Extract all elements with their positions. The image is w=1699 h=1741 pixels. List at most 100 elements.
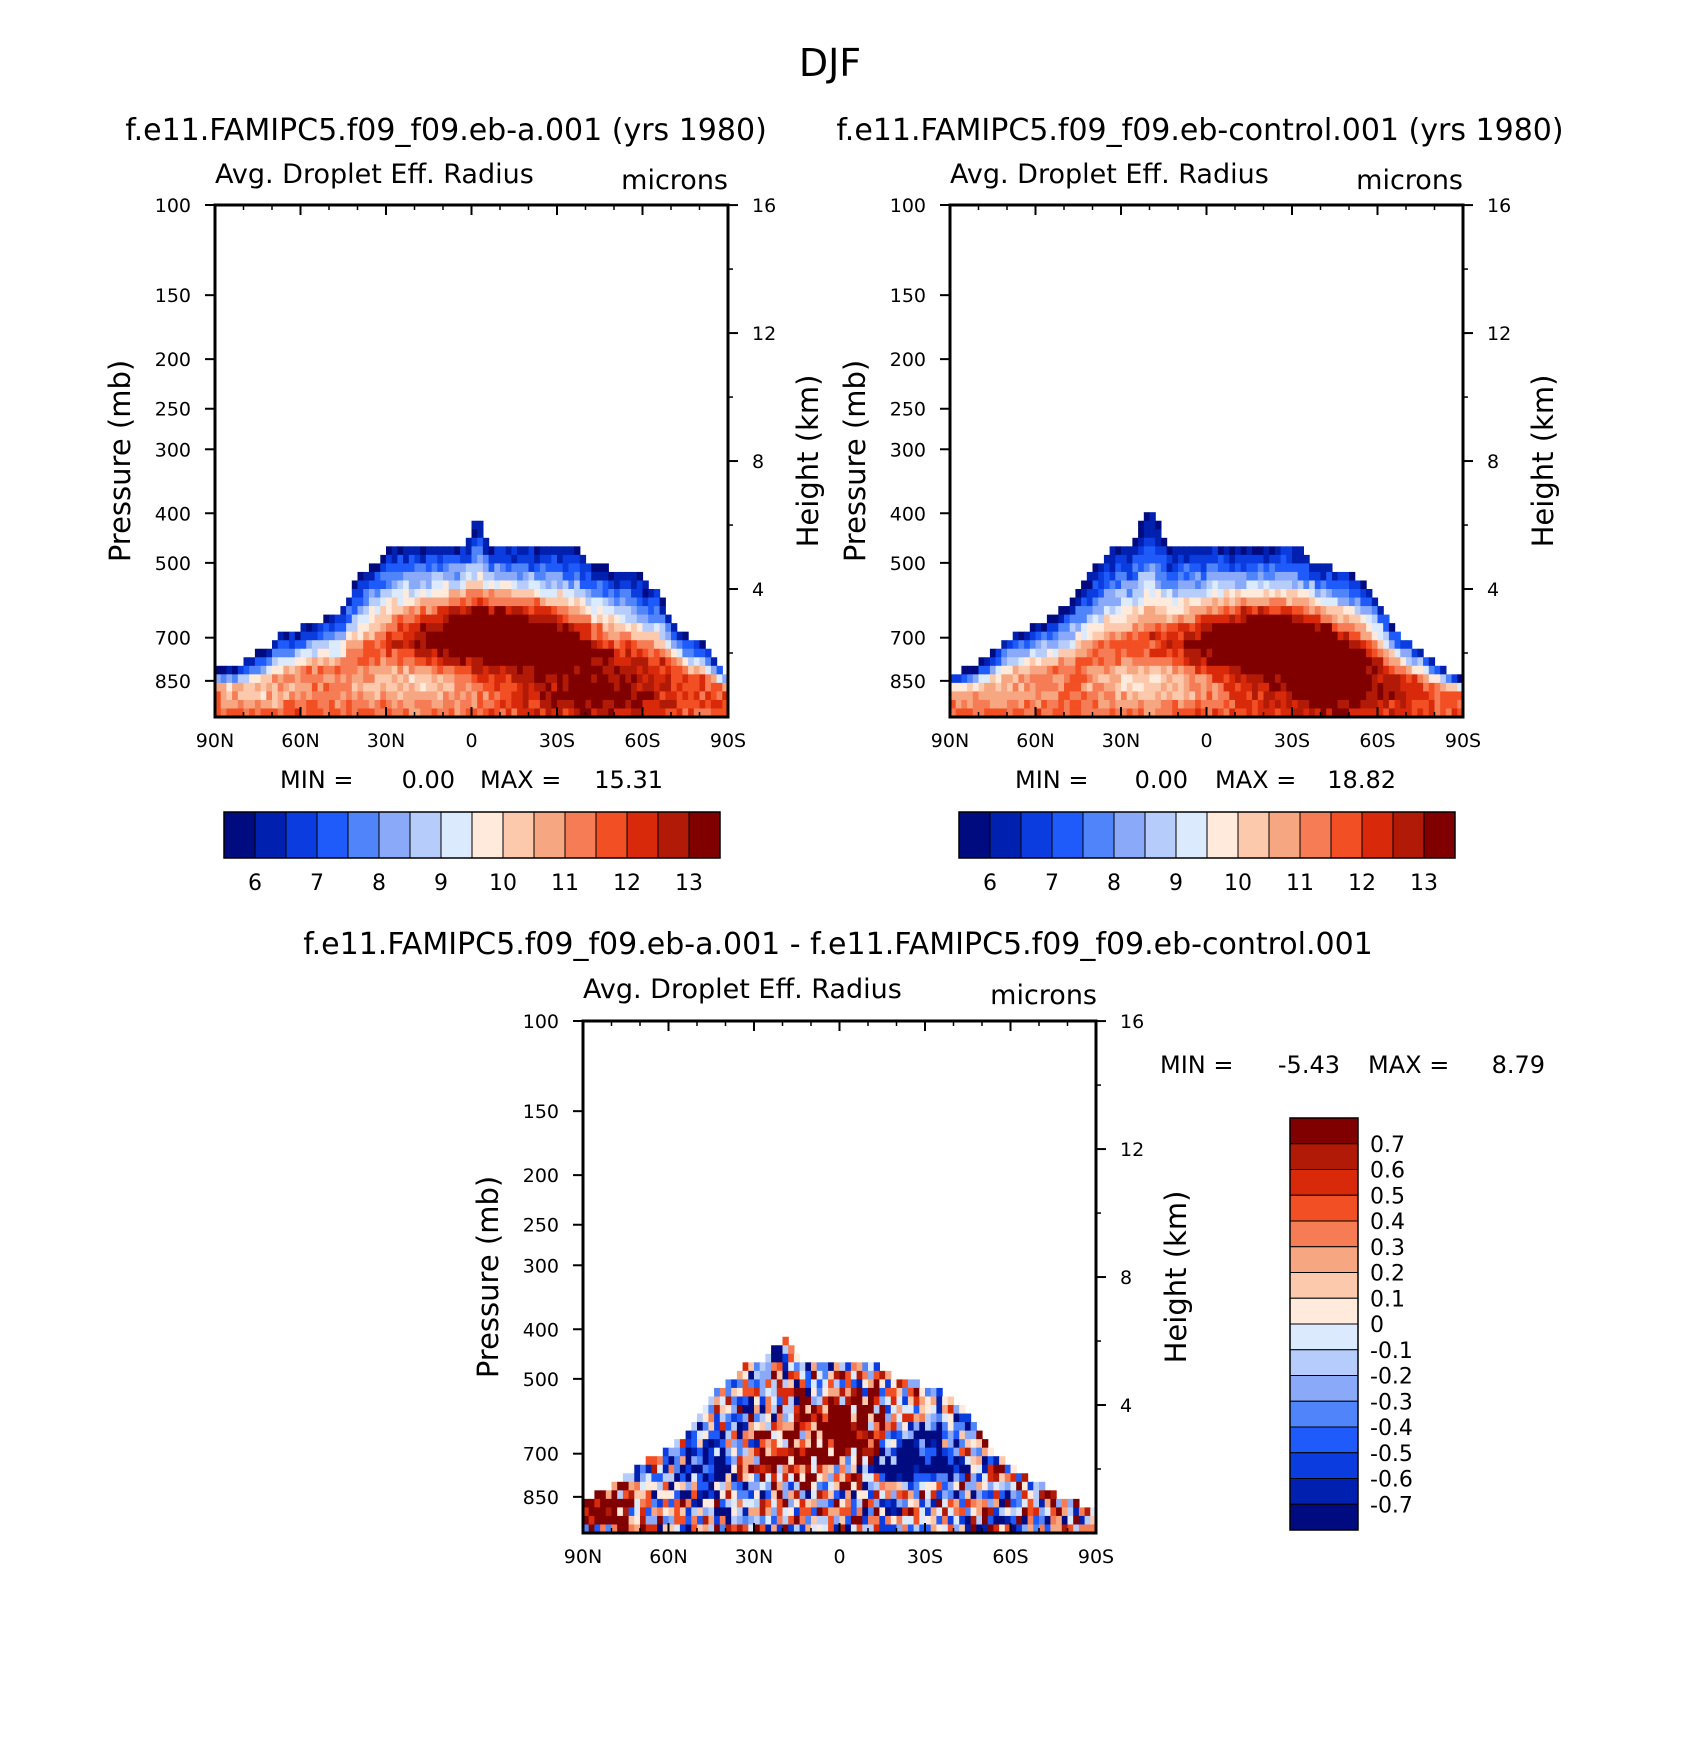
- field-cell: [1058, 657, 1065, 667]
- field-cell: [311, 699, 319, 710]
- field-cell: [631, 699, 638, 710]
- field-cell: [776, 1396, 784, 1406]
- field-cell: [1326, 563, 1333, 573]
- field-cell: [1314, 589, 1322, 599]
- field-cell: [976, 1439, 983, 1449]
- field-cell: [1394, 708, 1401, 718]
- field-cell: [719, 1524, 727, 1534]
- field-cell: [993, 1524, 1000, 1534]
- field-cell: [465, 580, 473, 590]
- field-cell: [1343, 623, 1350, 633]
- field-cell: [1058, 699, 1065, 710]
- field-cell: [1195, 691, 1202, 701]
- field-cell: [1252, 674, 1259, 684]
- field-cell: [1166, 597, 1173, 607]
- field-cell: [828, 1490, 835, 1500]
- field-cell: [925, 1515, 932, 1526]
- field-cell: [374, 589, 381, 599]
- field-cell: [557, 631, 564, 641]
- field-cell: [368, 648, 376, 658]
- field-cell: [1235, 691, 1242, 701]
- field-cell: [1004, 1473, 1012, 1483]
- field-cell: [1041, 640, 1048, 650]
- field-cell: [1132, 699, 1139, 710]
- field-cell: [1058, 665, 1065, 675]
- field-cell: [1126, 563, 1133, 573]
- field-cell: [1172, 640, 1179, 650]
- field-cell: [961, 682, 968, 692]
- field-cell: [885, 1413, 892, 1423]
- field-cell: [742, 1456, 749, 1466]
- field-cell: [528, 614, 535, 624]
- field-cell: [697, 1422, 704, 1432]
- field-cell: [420, 563, 427, 573]
- field-cell: [978, 657, 985, 667]
- field-cell: [873, 1481, 880, 1491]
- field-cell: [1400, 691, 1407, 701]
- field-cell: [448, 606, 455, 616]
- field-cell: [1286, 674, 1293, 684]
- field-cell: [1371, 699, 1379, 710]
- field-cell: [765, 1464, 772, 1474]
- field-cell: [1206, 597, 1213, 607]
- y-right-tick-label: 4: [752, 579, 764, 601]
- field-cell: [511, 563, 518, 573]
- field-cell: [334, 648, 341, 658]
- field-cell: [936, 1464, 943, 1474]
- field-cell: [1109, 580, 1116, 590]
- field-cell: [1240, 640, 1247, 650]
- field-cell: [505, 614, 512, 624]
- field-cell: [1406, 648, 1413, 658]
- field-cell: [226, 682, 233, 692]
- field-cell: [323, 699, 330, 710]
- field-cell: [719, 1405, 727, 1415]
- field-cell: [1172, 563, 1179, 573]
- field-cell: [708, 1490, 715, 1500]
- field-cell: [984, 691, 991, 701]
- field-cell: [1280, 682, 1287, 692]
- field-cell: [1326, 648, 1333, 658]
- field-cell: [1406, 691, 1413, 701]
- field-cell: [420, 657, 427, 667]
- field-cell: [850, 1370, 858, 1380]
- field-cell: [1303, 648, 1310, 658]
- field-cell: [1050, 1507, 1057, 1517]
- field-cell: [1252, 580, 1259, 590]
- field-cell: [1360, 631, 1367, 641]
- field-cell: [1223, 563, 1230, 573]
- field-cell: [583, 1507, 590, 1517]
- field-cell: [482, 657, 490, 667]
- field-cell: [1349, 657, 1356, 667]
- field-cell: [822, 1379, 829, 1389]
- field-cell: [913, 1422, 920, 1432]
- field-cell: [1064, 631, 1071, 641]
- field-cell: [585, 580, 592, 590]
- field-cell: [659, 606, 666, 616]
- field-cell: [1178, 597, 1185, 607]
- field-cell: [351, 657, 359, 667]
- field-cell: [1314, 648, 1322, 658]
- field-cell: [1303, 708, 1310, 718]
- field-cell: [890, 1447, 898, 1457]
- field-cell: [856, 1447, 863, 1457]
- min-label: MIN =: [1015, 766, 1088, 794]
- field-cell: [1200, 640, 1208, 650]
- field-cell: [668, 1515, 675, 1526]
- field-cell: [215, 682, 222, 692]
- field-cell: [351, 589, 359, 599]
- field-cell: [363, 580, 370, 590]
- field-cell: [1021, 1490, 1029, 1500]
- field-cell: [568, 580, 575, 590]
- field-cell: [856, 1422, 863, 1432]
- field-cell: [465, 623, 473, 633]
- field-cell: [431, 614, 438, 624]
- field-cell: [1252, 699, 1259, 710]
- field-cell: [1004, 1498, 1012, 1508]
- field-cell: [1331, 682, 1339, 692]
- field-cell: [776, 1353, 784, 1363]
- field-cell: [1303, 631, 1310, 641]
- field-cell: [1086, 597, 1094, 607]
- field-cell: [517, 597, 524, 607]
- field-cell: [585, 691, 592, 701]
- field-cell: [408, 606, 416, 616]
